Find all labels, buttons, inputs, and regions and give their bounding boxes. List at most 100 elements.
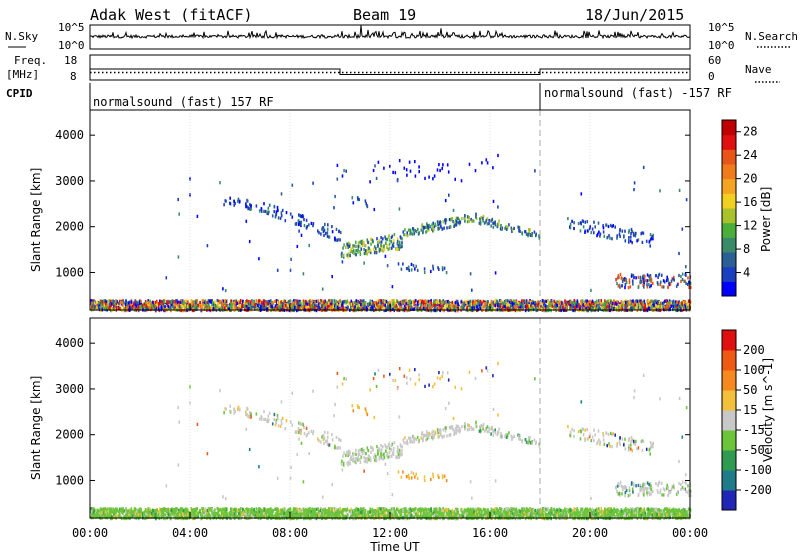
power-cell bbox=[436, 301, 438, 304]
power-cell bbox=[604, 302, 606, 305]
power-cell bbox=[681, 302, 683, 305]
power-cell bbox=[434, 175, 436, 178]
noise-sky-label: N.Sky bbox=[5, 30, 38, 43]
power-cell bbox=[147, 308, 149, 311]
power-cell bbox=[539, 237, 541, 240]
power-cell bbox=[245, 202, 247, 205]
power-cell bbox=[587, 229, 589, 232]
power-cell bbox=[663, 279, 665, 282]
power-cell bbox=[424, 267, 426, 270]
power-cell bbox=[105, 302, 107, 305]
power-cell bbox=[469, 220, 471, 223]
power-cell bbox=[625, 301, 627, 304]
power-cell bbox=[145, 304, 147, 307]
power-cell bbox=[584, 231, 586, 234]
power-cell bbox=[380, 306, 382, 309]
power-cell bbox=[535, 301, 537, 304]
power-cell bbox=[480, 300, 482, 303]
power-cell bbox=[473, 220, 475, 223]
power-cell bbox=[592, 308, 594, 311]
power-cell bbox=[635, 276, 637, 279]
power-cell bbox=[448, 194, 450, 197]
power-cell bbox=[107, 307, 109, 310]
power-cell bbox=[643, 280, 645, 283]
power-cell bbox=[657, 281, 659, 284]
power-cell bbox=[625, 239, 627, 242]
power-cell bbox=[445, 199, 447, 202]
power-cell bbox=[261, 210, 263, 213]
power-cell bbox=[621, 302, 623, 305]
power-cell bbox=[518, 229, 520, 232]
power-cell bbox=[497, 154, 499, 157]
power-cell bbox=[580, 229, 582, 232]
power-cell bbox=[518, 227, 520, 230]
power-cell bbox=[274, 205, 276, 208]
power-cell bbox=[303, 302, 305, 305]
power-cell bbox=[205, 304, 207, 307]
power-cell bbox=[455, 306, 457, 309]
power-cell bbox=[360, 253, 362, 256]
power-cell bbox=[542, 299, 544, 302]
power-cell bbox=[280, 300, 282, 303]
power-cell bbox=[688, 300, 690, 303]
power-cell bbox=[647, 305, 649, 308]
power-cell bbox=[666, 305, 668, 308]
power-cell bbox=[218, 304, 220, 307]
power-cell bbox=[495, 299, 497, 302]
power-cell bbox=[481, 302, 483, 305]
power-cell bbox=[507, 302, 509, 305]
power-cell bbox=[363, 299, 365, 302]
power-cell bbox=[224, 306, 226, 309]
power-cell bbox=[114, 302, 116, 305]
power-cell bbox=[272, 214, 274, 217]
power-cell bbox=[577, 300, 579, 303]
power-cell bbox=[214, 304, 216, 307]
power-cell bbox=[432, 226, 434, 229]
power-cell bbox=[632, 279, 634, 282]
power-cell bbox=[490, 224, 492, 227]
power-cell bbox=[374, 164, 376, 167]
power-cell bbox=[366, 252, 368, 255]
power-cell bbox=[635, 299, 637, 302]
power-cell bbox=[298, 223, 300, 226]
power-cell bbox=[378, 161, 380, 164]
power-cell bbox=[316, 300, 318, 303]
power-cell bbox=[368, 250, 370, 253]
cpid-program-1: normalsound (fast) 157 RF bbox=[93, 95, 274, 109]
power-cell bbox=[334, 195, 336, 198]
power-cell bbox=[515, 309, 517, 312]
power-cell bbox=[596, 300, 598, 303]
power-cell bbox=[382, 237, 384, 240]
power-cell bbox=[569, 306, 571, 309]
power-cell bbox=[585, 221, 587, 224]
power-cell bbox=[237, 200, 239, 203]
power-cell bbox=[636, 239, 638, 242]
power-cell bbox=[330, 300, 332, 303]
power-cell bbox=[285, 219, 287, 222]
power-cell bbox=[485, 302, 487, 305]
power-cell bbox=[667, 286, 669, 289]
power-cell bbox=[461, 217, 463, 220]
power-cell bbox=[391, 247, 393, 250]
power-cell bbox=[583, 225, 585, 228]
power-cell bbox=[442, 227, 444, 230]
power-cell bbox=[481, 161, 483, 164]
power-cell bbox=[334, 237, 336, 240]
power-cell bbox=[406, 168, 408, 171]
power-cell bbox=[517, 309, 519, 312]
power-cell bbox=[414, 232, 416, 235]
power-cell bbox=[438, 306, 440, 309]
power-cell bbox=[178, 213, 180, 216]
power-cell bbox=[590, 289, 592, 292]
power-cell bbox=[446, 271, 448, 274]
power-cell bbox=[404, 167, 406, 170]
power-cell bbox=[570, 223, 572, 226]
power-cell bbox=[682, 278, 684, 281]
power-cell bbox=[456, 217, 458, 220]
power-cell bbox=[528, 304, 530, 307]
power-cell bbox=[118, 302, 120, 305]
power-cell bbox=[199, 301, 201, 304]
power-cell bbox=[365, 252, 367, 255]
power-cell bbox=[544, 300, 546, 303]
